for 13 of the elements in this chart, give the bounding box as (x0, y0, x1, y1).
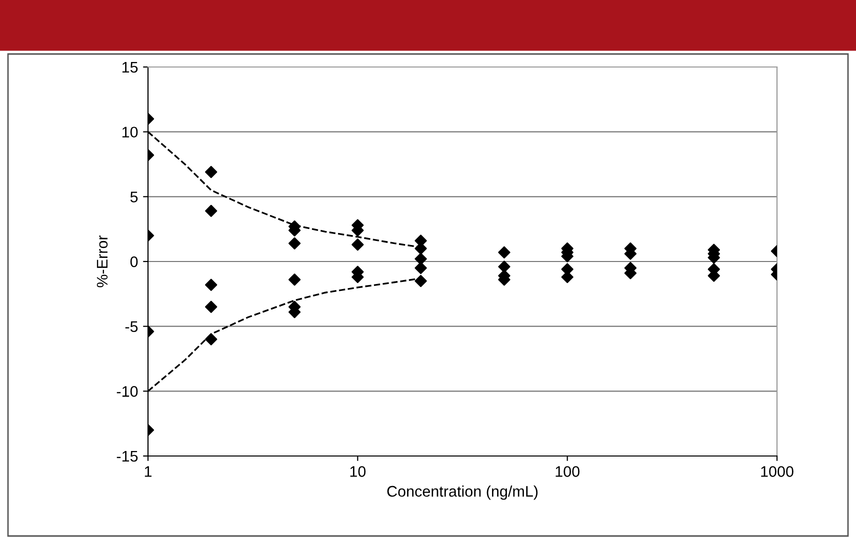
y-tick-label: 5 (130, 192, 138, 202)
x-tick-label: 1000 (761, 466, 794, 477)
x-tick-label: 1 (144, 466, 152, 477)
y-tick-label: 0 (130, 256, 138, 268)
x-tick-label: 100 (556, 466, 580, 477)
x-axis-title: Concentration (ng/mL) (387, 486, 538, 500)
y-tick-label: 10 (122, 126, 138, 138)
y-tick-label: 15 (122, 62, 138, 73)
y-axis-title: %-Error (96, 235, 108, 288)
y-tick-label: -15 (116, 451, 138, 462)
y-tick-label: -10 (116, 386, 138, 397)
x-tick-label: 10 (350, 466, 366, 477)
y-tick-label: -5 (125, 321, 138, 332)
